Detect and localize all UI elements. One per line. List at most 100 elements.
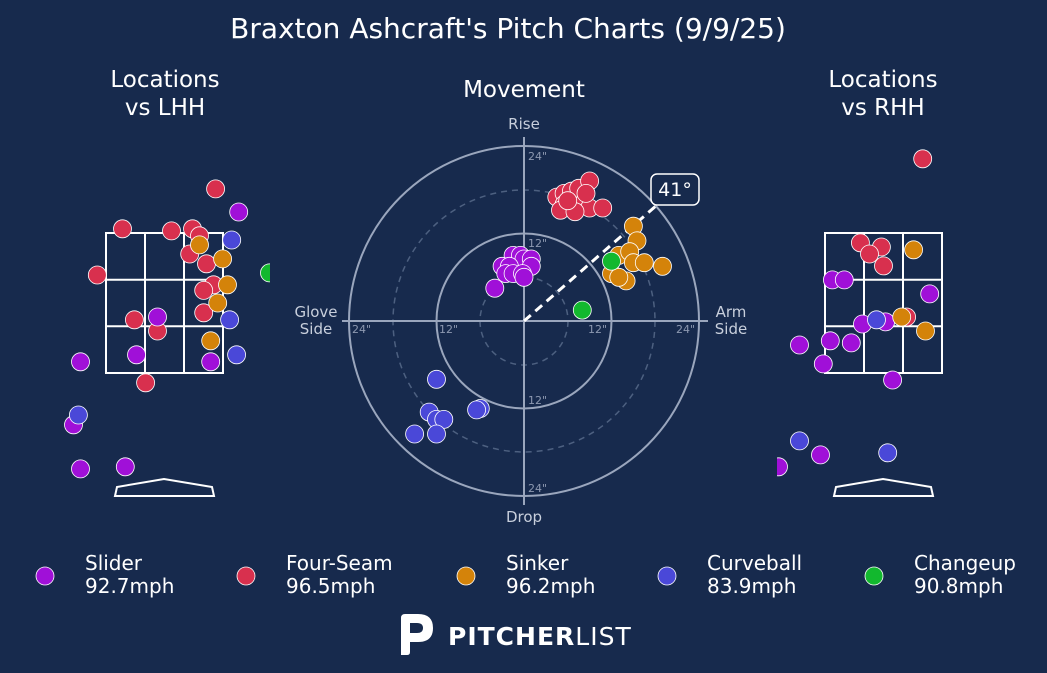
lhh-points — [64, 179, 270, 479]
rhh-point-sinker — [916, 321, 935, 341]
lhh-point-four-seam — [206, 179, 226, 199]
lhh-point-four-seam — [87, 265, 107, 285]
movement-point-sinker — [634, 253, 654, 273]
axis-label-arm-side: Side — [715, 320, 747, 338]
rhh-point-four-seam — [913, 149, 933, 169]
lhh-point-sinker — [190, 235, 209, 255]
ring-label-left-24: 24" — [352, 323, 371, 336]
legend-speed-sinker: 96.2mph — [506, 574, 595, 598]
legend-swatch-changeup — [864, 566, 884, 586]
axis-label-drop: Drop — [506, 508, 542, 526]
brand-bold: PITCHER — [448, 622, 575, 651]
rhh-point-curveball — [867, 310, 886, 330]
lhh-point-slider — [115, 457, 135, 477]
movement-point-curveball — [427, 424, 446, 444]
ring-label-left-12: 12" — [439, 323, 458, 336]
ring-label-right-12: 12" — [588, 323, 607, 336]
movement-point-curveball — [427, 369, 446, 389]
rhh-title-line1: Locations — [828, 67, 937, 93]
rhh-point-four-seam — [874, 256, 893, 276]
chart-title: Braxton Ashcraft's Pitch Charts (9/9/25) — [230, 12, 786, 45]
rhh-points — [777, 149, 940, 477]
rhh-point-slider — [811, 445, 830, 465]
movement-point-curveball — [467, 400, 487, 420]
movement-points — [405, 171, 672, 444]
legend-label-four-seam: Four-Seam — [286, 551, 393, 575]
lhh-home-plate — [113, 477, 216, 497]
rhh-point-curveball — [878, 443, 898, 463]
movement-title: Movement — [463, 77, 585, 103]
lhh-title-line2: vs LHH — [125, 95, 205, 121]
lhh-point-curveball — [220, 310, 240, 330]
movement-point-changeup — [602, 251, 621, 271]
legend-speed-four-seam: 96.5mph — [286, 574, 375, 598]
rhh-point-slider — [777, 457, 788, 477]
lhh-point-slider — [71, 352, 90, 372]
pitcherlist-logo: PITCHERLIST — [401, 614, 632, 655]
ring-label-bottom-24: 24" — [528, 482, 547, 495]
axis-label-glove: Glove — [294, 303, 337, 321]
ring-label-right-24: 24" — [676, 323, 695, 336]
legend-label-slider: Slider — [85, 551, 143, 575]
lhh-point-curveball — [222, 230, 242, 250]
lhh-point-four-seam — [194, 303, 214, 323]
rhh-point-slider — [820, 331, 840, 351]
ring-label-bottom-12: 12" — [528, 394, 547, 407]
rhh-point-slider — [841, 333, 861, 353]
lhh-point-curveball — [69, 405, 88, 425]
lhh-point-sinker — [208, 293, 228, 313]
movement-point-slider — [485, 278, 505, 298]
lhh-point-four-seam — [197, 254, 216, 274]
movement-point-slider — [514, 267, 534, 287]
rhh-point-sinker — [892, 307, 912, 327]
ring-label-top-24: 24" — [528, 150, 547, 163]
legend-label-curveball: Curveball — [707, 551, 802, 575]
arm-angle-box — [650, 173, 700, 206]
lhh-point-slider — [229, 202, 249, 222]
movement-panel: Rise Drop Glove Side Arm Side 24" 12" 12… — [294, 115, 747, 526]
legend-label-sinker: Sinker — [506, 551, 569, 575]
movement-point-sinker — [653, 256, 672, 276]
pitcherlist-wordmark: PITCHERLIST — [448, 622, 632, 651]
lhh-point-four-seam — [194, 280, 214, 300]
ring-label-top-12: 12" — [528, 237, 547, 250]
legend-swatch-slider — [35, 566, 55, 586]
rhh-title-line2: vs RHH — [841, 95, 924, 121]
rhh-point-slider — [834, 270, 854, 290]
legend-swatch-sinker — [456, 566, 476, 586]
lhh-point-four-seam — [162, 221, 181, 241]
lhh-point-slider — [148, 307, 167, 327]
legend-speed-curveball: 83.9mph — [707, 574, 796, 598]
lhh-point-four-seam — [136, 373, 156, 393]
rhh-point-slider — [790, 335, 809, 355]
legend-speed-slider: 92.7mph — [85, 574, 174, 598]
lhh-point-curveball — [227, 345, 247, 365]
lhh-point-sinker — [218, 275, 237, 295]
movement-point-four-seam — [576, 183, 596, 203]
pitcherlist-logo-icon — [401, 614, 433, 655]
lhh-title-line1: Locations — [110, 67, 219, 93]
rhh-point-curveball — [790, 431, 809, 451]
rhh-point-slider — [813, 354, 833, 374]
legend-label-changeup: Changeup — [914, 551, 1016, 575]
rhh-point-slider — [883, 370, 902, 390]
rhh-point-four-seam — [860, 244, 879, 264]
lhh-point-sinker — [201, 331, 221, 351]
rhh-panel — [777, 149, 943, 497]
axis-label-rise: Rise — [508, 115, 540, 133]
movement-point-four-seam — [558, 191, 578, 211]
rhh-home-plate — [832, 477, 935, 497]
legend-swatch-curveball — [657, 566, 677, 586]
lhh-point-slider — [127, 345, 146, 365]
movement-point-sinker — [609, 267, 629, 287]
lhh-point-four-seam — [113, 219, 132, 239]
lhh-point-changeup — [260, 263, 270, 283]
legend-speed-changeup: 90.8mph — [914, 574, 1003, 598]
axis-label-glove-side: Side — [300, 320, 332, 338]
arm-angle-label: 41° — [658, 179, 692, 201]
movement-point-four-seam — [593, 198, 613, 218]
brand-thin: LIST — [575, 622, 631, 651]
rhh-point-slider — [920, 284, 940, 304]
